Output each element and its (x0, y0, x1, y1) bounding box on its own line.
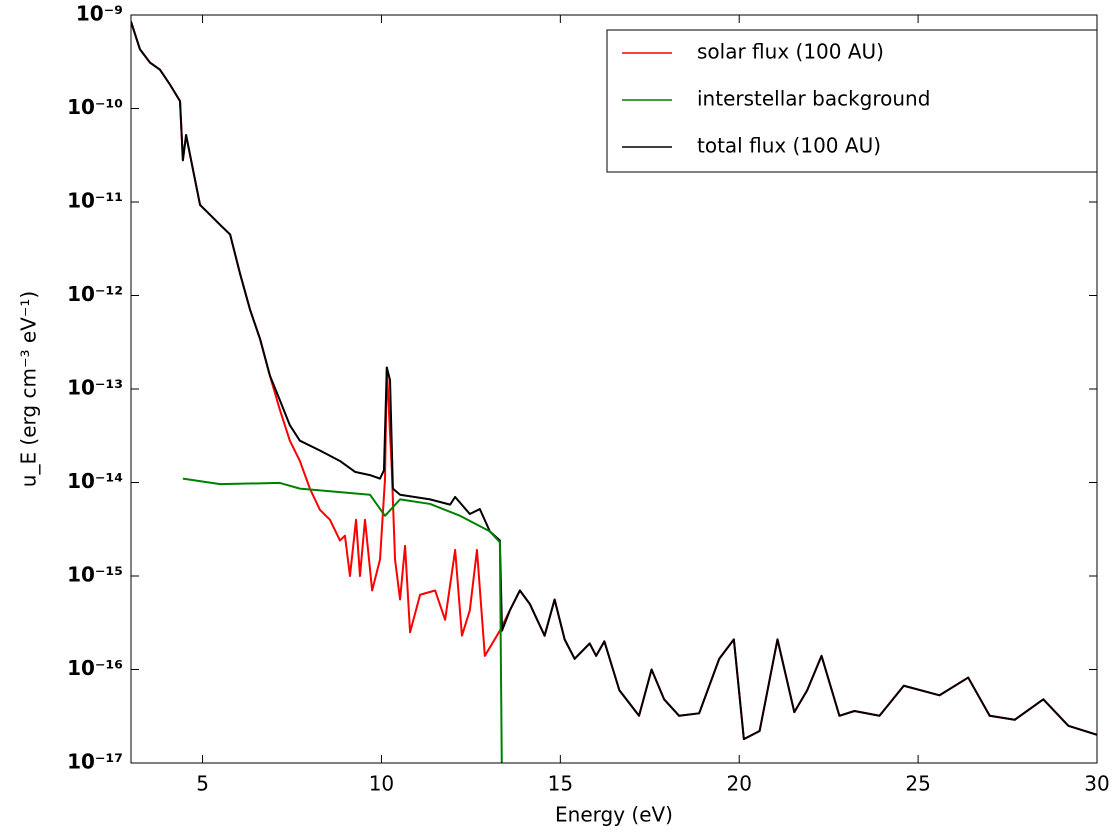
y-tick-label: 10⁻¹⁰ (67, 95, 123, 119)
y-tick-label: 10⁻¹⁷ (67, 750, 123, 774)
x-tick-label: 20 (726, 772, 751, 796)
x-tick-label: 25 (905, 772, 930, 796)
legend-box (606, 29, 1098, 173)
legend-label: interstellar background (697, 87, 930, 111)
x-tick-label: 15 (548, 772, 573, 796)
plot-frame (130, 14, 1098, 764)
x-tick-label: 5 (196, 772, 209, 796)
x-axis-label: Energy (eV) (555, 803, 673, 827)
y-tick-label: 10⁻¹⁴ (67, 469, 123, 493)
legend-label: total flux (100 AU) (697, 134, 881, 158)
y-tick-label: 10⁻¹⁶ (67, 656, 123, 680)
legend-label: solar flux (100 AU) (697, 40, 884, 64)
x-tick-label: 30 (1084, 772, 1109, 796)
y-tick-label: 10⁻⁹ (76, 2, 123, 26)
series-line (131, 21, 1097, 741)
y-tick-label: 10⁻¹⁵ (67, 563, 123, 587)
x-tick-label: 10 (369, 772, 394, 796)
y-tick-label: 10⁻¹³ (67, 376, 123, 400)
y-axis-label: u_E (erg cm⁻³ eV⁻¹) (17, 291, 41, 487)
series-line (182, 477, 503, 763)
y-tick-label: 10⁻¹² (67, 282, 123, 306)
plot-lines (131, 21, 1097, 763)
y-tick-label: 10⁻¹¹ (67, 189, 123, 213)
